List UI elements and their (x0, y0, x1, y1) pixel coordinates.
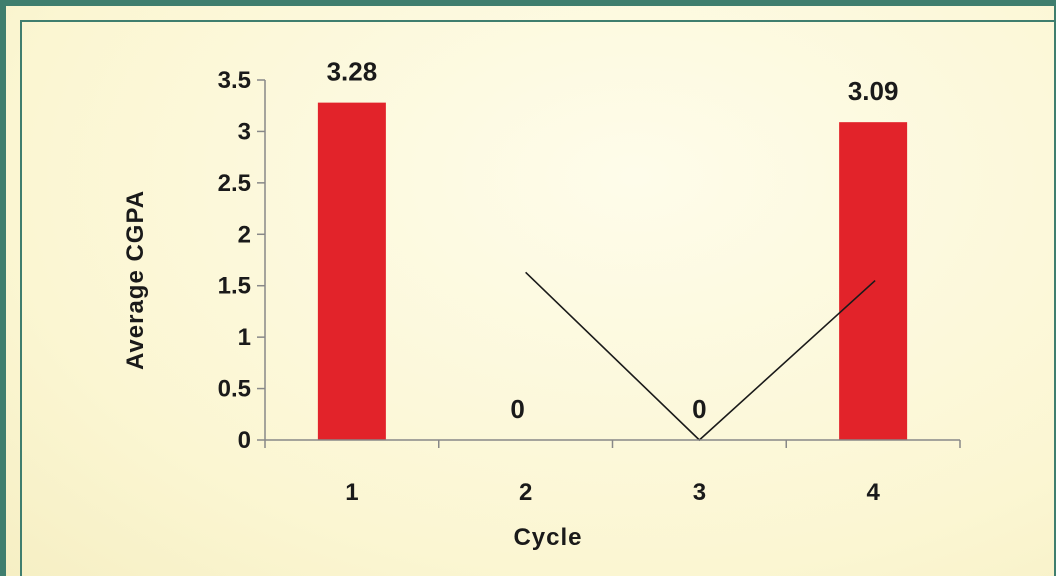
y-tick-label: 1 (238, 324, 251, 351)
data-label-2: 0 (510, 394, 524, 424)
data-label-1: 3.28 (327, 57, 378, 87)
y-tick-label: 3 (238, 118, 251, 145)
data-label-3: 0 (692, 394, 706, 424)
y-tick-label: 2 (238, 221, 251, 248)
x-tick-label: 1 (345, 479, 358, 506)
bar-1 (317, 102, 386, 440)
x-tick-label: 4 (866, 479, 880, 506)
y-tick-label: 2.5 (218, 170, 251, 197)
bars-group (317, 102, 908, 441)
y-tick-label: 0.5 (218, 376, 251, 403)
x-tick-label: 2 (519, 479, 532, 506)
y-tick-label: 0 (238, 427, 251, 454)
x-tick-label: 3 (693, 479, 706, 506)
data-label-4: 3.09 (848, 76, 899, 106)
y-axis-title: Average CGPA (122, 190, 149, 370)
labels-group: 0 0.5 1 1.5 2 2.5 3 3.5 1 2 3 4 3.28 0 0 3.09 (218, 57, 899, 506)
x-axis-title: Cycle (513, 524, 582, 551)
frame-inner-border (20, 20, 1054, 576)
axes-group (257, 79, 961, 448)
y-tick-label: 1.5 (218, 273, 251, 300)
y-tick-label: 3.5 (218, 67, 251, 94)
bar-4 (839, 122, 908, 441)
